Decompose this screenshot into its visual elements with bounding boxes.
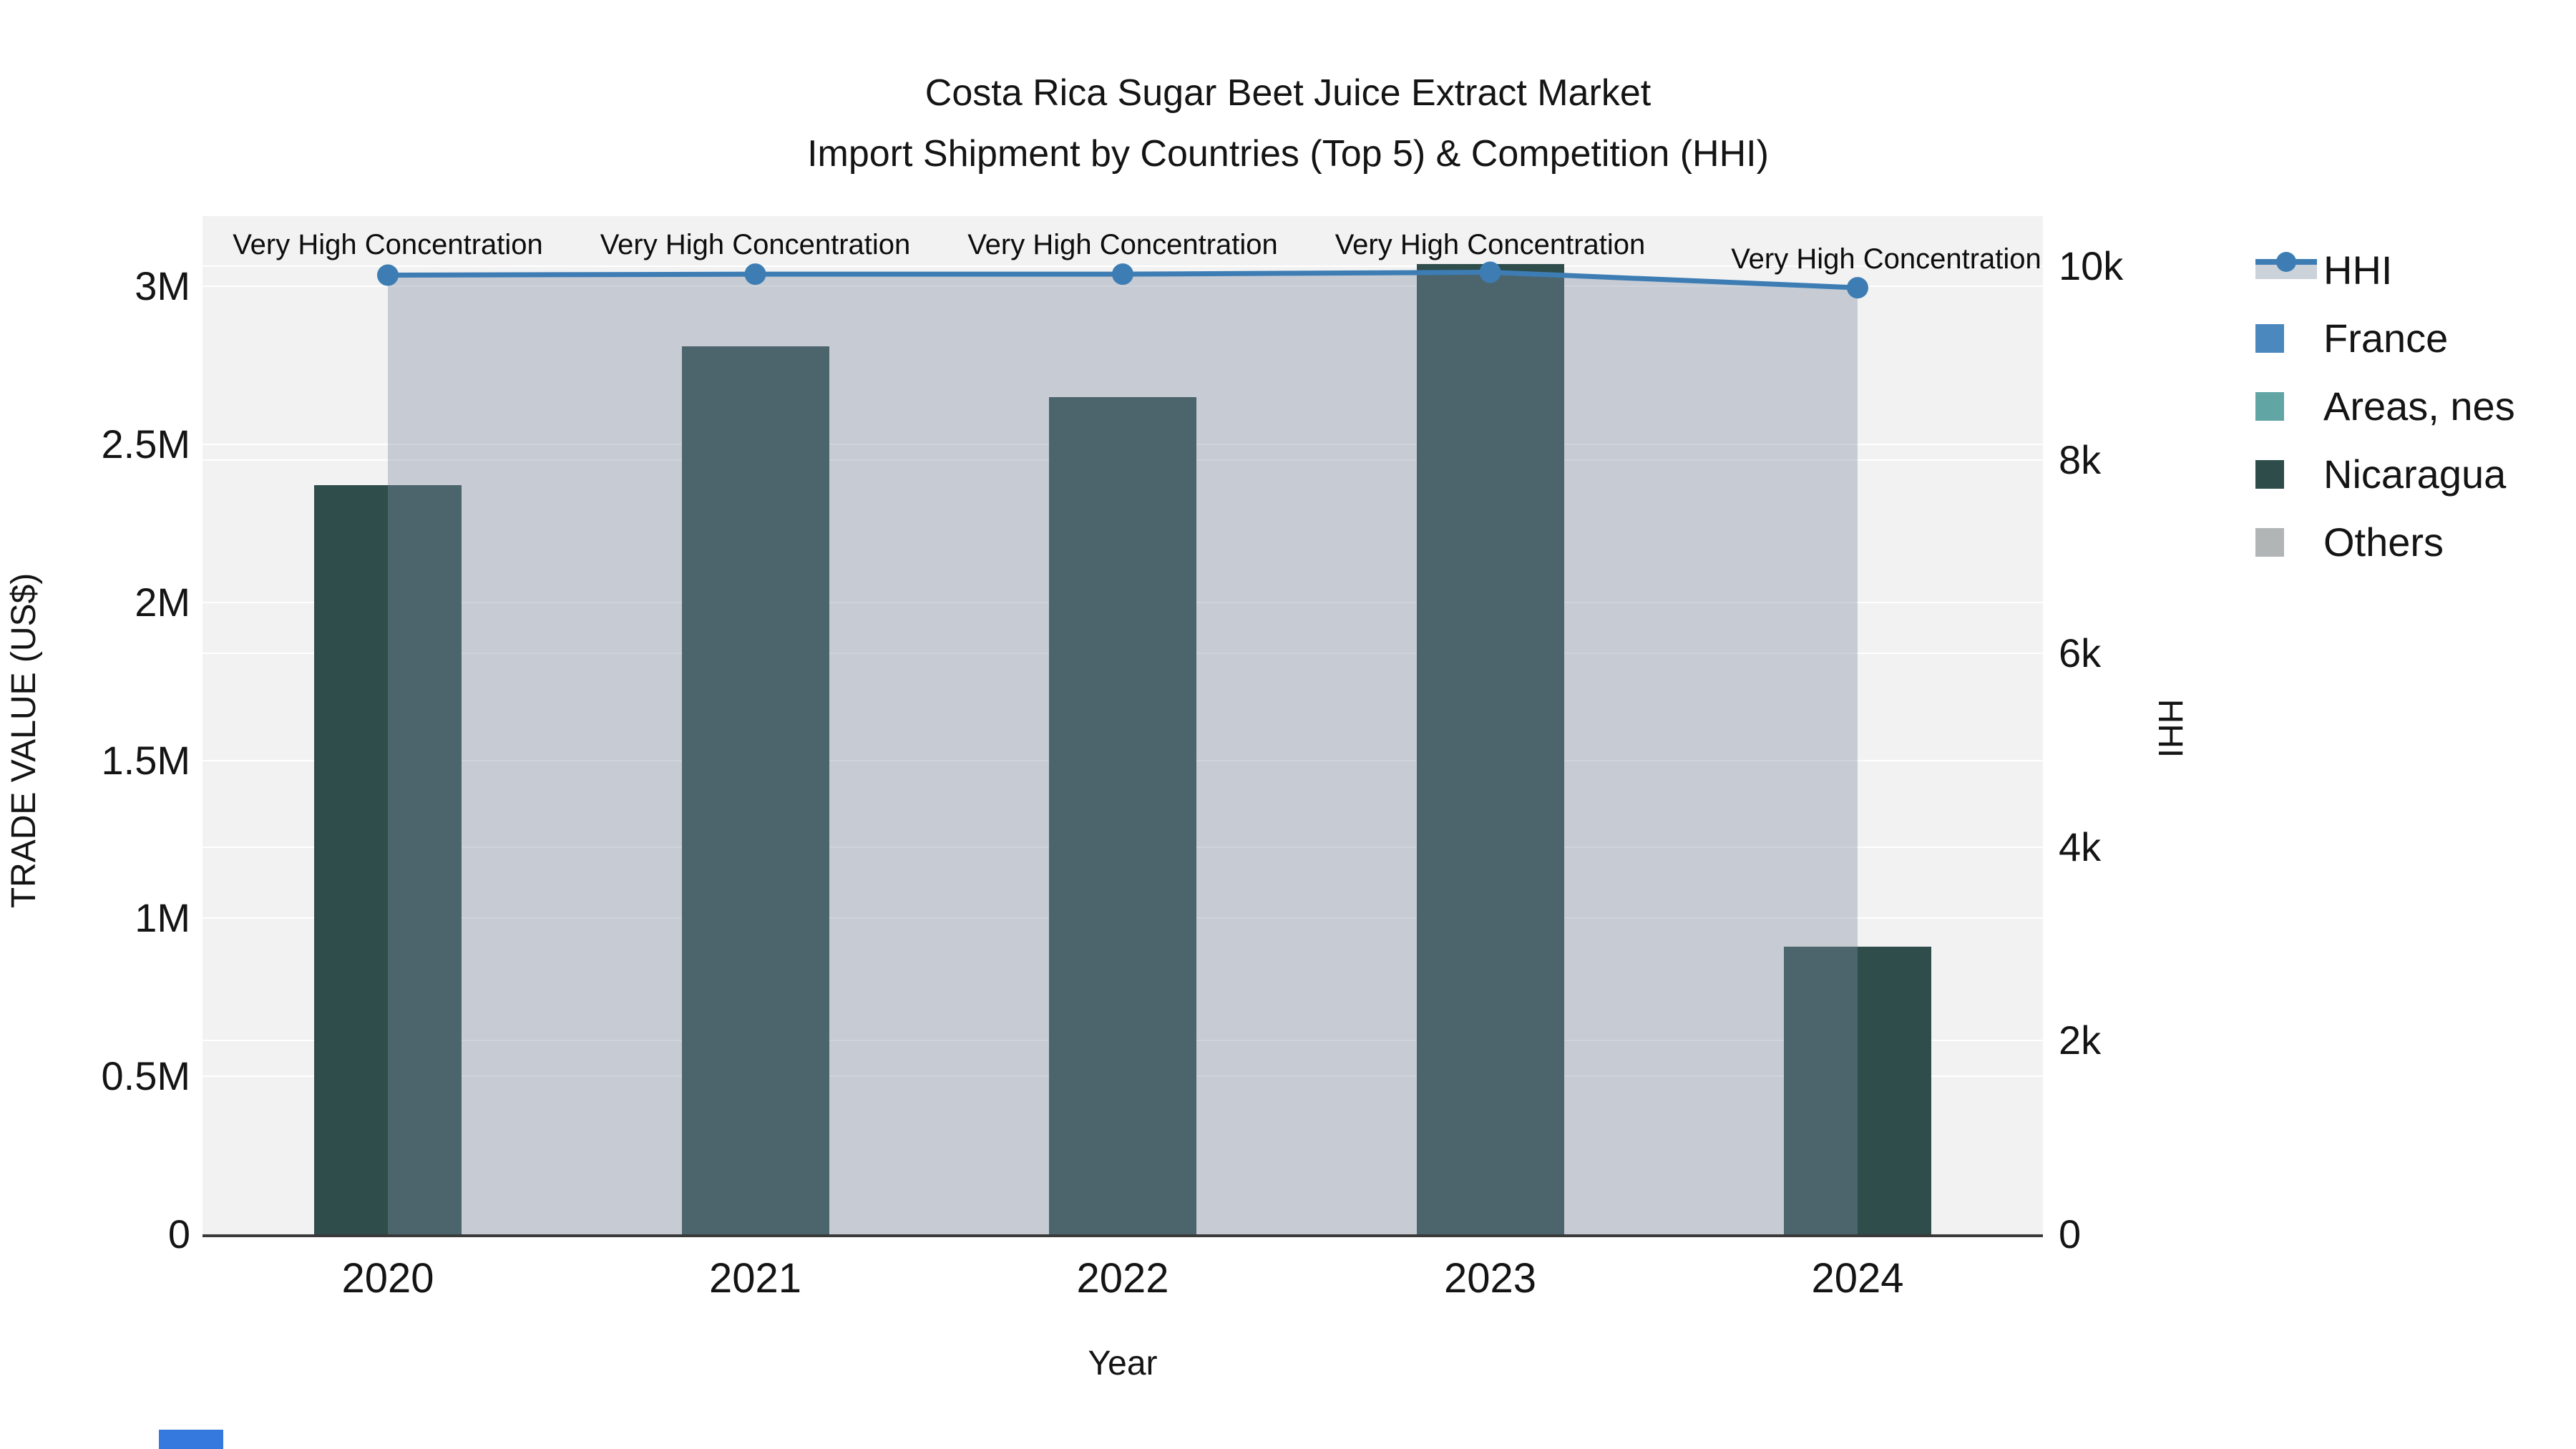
y-right-tick-8k: 8k (2059, 436, 2102, 482)
annotation-2020: Very High Concentration (233, 229, 543, 260)
y-axis-right-title: HHI (2151, 698, 2189, 758)
y-left-tick-2M: 2M (135, 579, 190, 625)
legend-square (2255, 323, 2284, 353)
legend-item-others[interactable]: Others (2255, 508, 2515, 576)
legend-line-dot (2276, 251, 2296, 272)
color-swatch-icon (2255, 391, 2323, 421)
hhi-line-layer (377, 261, 1868, 1234)
chart-title-line2: Import Shipment by Countries (Top 5) & C… (807, 133, 1769, 175)
gridline-left-axis (203, 286, 2043, 288)
legend: HHI France Areas, nes Nicaragua Others (2255, 236, 2515, 576)
clipped-blue-element (159, 1430, 223, 1449)
legend-item-france[interactable]: France (2255, 304, 2515, 372)
hhi-point-2024[interactable] (1847, 277, 1868, 299)
bar-nicaragua-2020[interactable] (314, 485, 462, 1234)
legend-square (2255, 391, 2284, 421)
y-left-tick-3M: 3M (135, 263, 190, 309)
x-tick-2024: 2024 (1811, 1255, 1904, 1302)
bar-nicaragua-2021[interactable] (681, 346, 829, 1234)
color-swatch-icon (2255, 527, 2323, 557)
y-left-tick-0.5M: 0.5M (101, 1053, 191, 1099)
bar-nicaragua-2023[interactable] (1416, 264, 1564, 1234)
legend-item-hhi[interactable]: HHI (2255, 236, 2515, 304)
y-right-tick-6k: 6k (2059, 630, 2102, 676)
annotation-2023: Very High Concentration (1335, 229, 1646, 260)
chart-title-line1: Costa Rica Sugar Beet Juice Extract Mark… (924, 72, 1652, 114)
annotation-2022: Very High Concentration (967, 229, 1278, 260)
legend-item-areas-nes[interactable]: Areas, nes (2255, 372, 2515, 440)
legend-square (2255, 527, 2284, 557)
x-tick-2020: 2020 (341, 1255, 434, 1302)
legend-square (2255, 459, 2284, 489)
y-right-tick-4k: 4k (2059, 824, 2102, 869)
hhi-point-2023[interactable] (1479, 261, 1501, 283)
y-right-tick-2k: 2k (2059, 1018, 2102, 1063)
x-tick-2022: 2022 (1076, 1255, 1169, 1302)
legend-item-nicaragua[interactable]: Nicaragua (2255, 440, 2515, 508)
legend-band (2255, 251, 2317, 279)
plot-area: Very High Concentration Very High Concent… (203, 216, 2043, 1237)
legend-item-label: Others (2323, 519, 2444, 565)
y-left-tick-2.5M: 2.5M (101, 421, 191, 467)
y-left-tick-1M: 1M (135, 895, 190, 941)
hhi-point-2021[interactable] (744, 263, 766, 286)
annotation-2021: Very High Concentration (600, 229, 911, 260)
hhi-point-2022[interactable] (1112, 263, 1133, 286)
y-right-tick-0: 0 (2059, 1211, 2082, 1257)
color-swatch-icon (2255, 459, 2323, 489)
y-right-tick-10k: 10k (2059, 243, 2124, 289)
legend-item-label: HHI (2323, 247, 2393, 293)
legend-item-label: Nicaragua (2323, 451, 2507, 497)
annotation-2024: Very High Concentration (1731, 243, 2041, 275)
bar-nicaragua-2024[interactable] (1784, 947, 1931, 1234)
x-tick-2021: 2021 (708, 1255, 802, 1302)
y-left-tick-0: 0 (167, 1211, 190, 1257)
hhi-area-fill (388, 272, 1858, 1234)
hhi-line-icon (2255, 251, 2323, 279)
x-axis-title: Year (1088, 1345, 1158, 1382)
x-tick-2023: 2023 (1443, 1255, 1537, 1302)
bar-nicaragua-2022[interactable] (1049, 396, 1196, 1234)
y-left-tick-1.5M: 1.5M (101, 737, 191, 783)
legend-item-label: Areas, nes (2323, 383, 2515, 429)
hhi-point-2020[interactable] (377, 264, 399, 286)
legend-item-label: France (2323, 315, 2449, 361)
color-swatch-icon (2255, 323, 2323, 353)
